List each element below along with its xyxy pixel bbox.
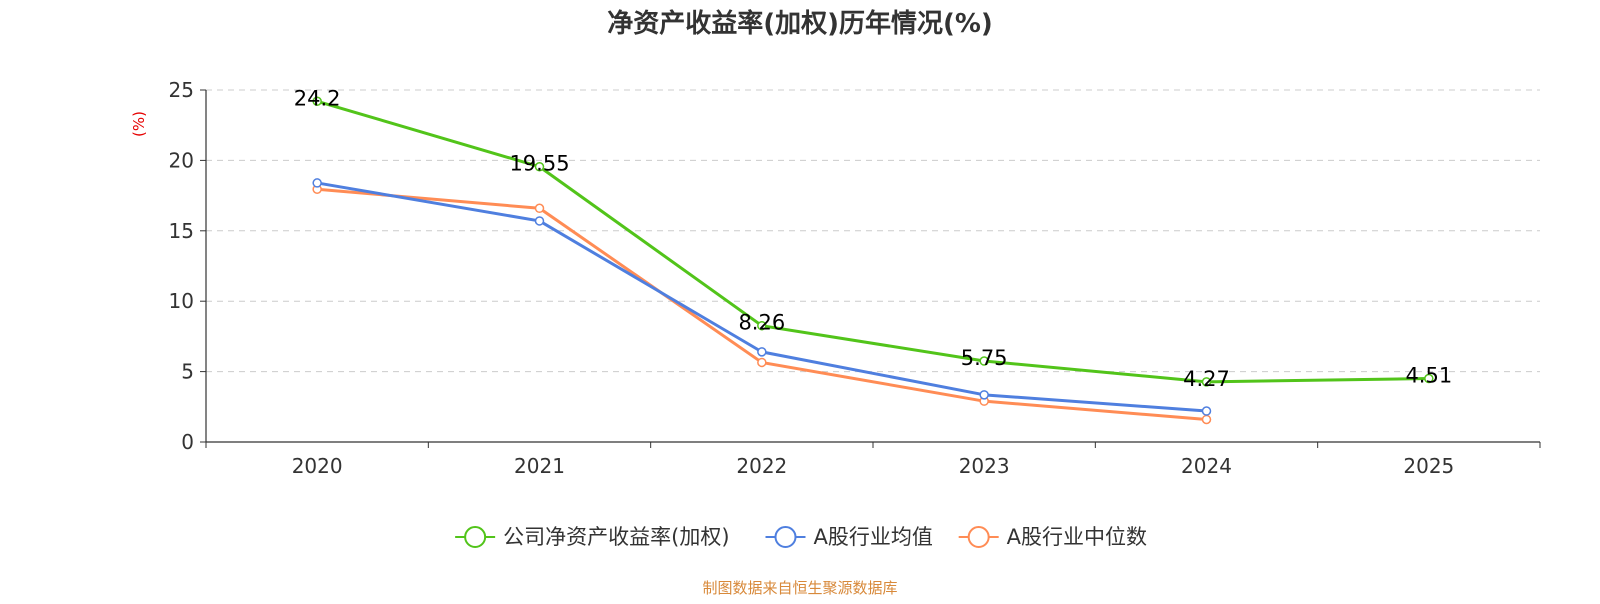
legend-label: 公司净资产收益率(加权) [503,525,729,549]
data-point[interactable] [1201,414,1212,425]
series-line [315,99,1431,384]
series-1 [312,178,1212,416]
data-label: 24.2 [294,86,341,110]
x-tick-label: 2021 [514,454,565,478]
series-lines [312,96,1434,425]
data-label: 4.27 [1183,367,1230,391]
x-tick-label: 2022 [736,454,787,478]
data-label: 19.55 [509,152,569,176]
grid-lines [206,89,1540,373]
data-point[interactable] [312,178,322,188]
data-point[interactable] [757,357,767,368]
x-tick-label: 2025 [1403,454,1454,478]
legend-item-1[interactable]: A股行业均值 [765,525,933,549]
legend-marker [967,526,990,548]
data-point[interactable] [1201,377,1212,387]
legend: 公司净资产收益率(加权) A股行业均值 A股行业中位数 [455,525,1147,549]
series-2 [312,184,1212,425]
y-tick-label: 10 [169,289,194,313]
legend-marker [774,526,797,548]
data-point[interactable] [1424,373,1434,384]
y-tick-label: 0 [181,430,194,454]
source-caption: 制图数据来自恒生聚源数据库 [702,579,897,597]
data-point[interactable] [757,320,767,331]
data-point[interactable] [534,203,545,214]
data-label: 8.26 [738,311,785,335]
legend-item-2[interactable]: A股行业中位数 [958,525,1147,549]
legend-marker [464,526,487,548]
legend-item-0[interactable]: 公司净资产收益率(加权) [455,525,730,549]
chart-title: 净资产收益率(加权)历年情况(%) [607,8,993,39]
x-tick-label: 2023 [959,454,1010,478]
x-tick-label: 2020 [292,454,343,478]
legend-label: A股行业均值 [814,525,933,549]
series-line [315,187,1208,421]
series-0 [312,96,1434,387]
data-point[interactable] [534,216,545,226]
y-tick-label: 20 [169,148,194,172]
data-point[interactable] [979,356,989,366]
data-point[interactable] [1201,406,1212,416]
y-axis-unit-label: (%) [130,111,148,137]
series-line [315,181,1208,413]
legend-label: A股行业中位数 [1007,525,1147,549]
data-point[interactable] [757,347,767,357]
data-point[interactable] [979,390,989,400]
y-tick-label: 5 [181,360,194,384]
x-tick-label: 2024 [1181,454,1232,478]
y-tick-label: 25 [169,78,194,102]
data-point[interactable] [312,96,322,107]
y-tick-label: 15 [169,219,194,243]
data-label: 4.51 [1405,363,1452,387]
data-point[interactable] [534,161,545,172]
data-labels: 24.2 19.55 8.26 5.75 4.27 4.51 [294,86,1452,391]
data-label: 5.75 [961,346,1008,370]
